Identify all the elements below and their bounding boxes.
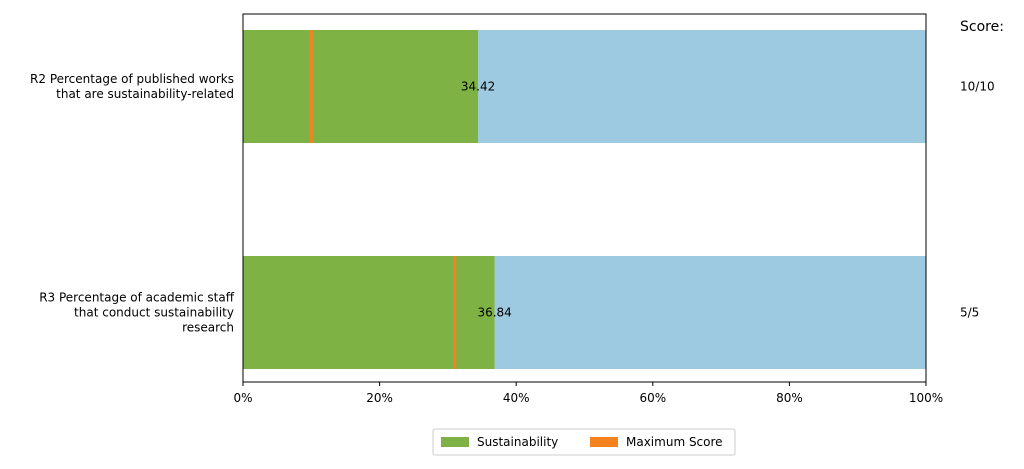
- bar-value-label: 36.84: [477, 306, 511, 320]
- score-value: 5/5: [960, 306, 979, 320]
- x-tick-label: 80%: [776, 391, 803, 405]
- category-label: that conduct sustainability: [74, 306, 234, 320]
- x-tick-label: 100%: [909, 391, 943, 405]
- category-label: R2 Percentage of published works: [30, 72, 234, 86]
- plot-frame: [242, 13, 927, 383]
- x-tick-label: 0%: [233, 391, 252, 405]
- legend-label: Sustainability: [477, 435, 558, 449]
- legend: Sustainability Maximum Score: [432, 428, 736, 456]
- bars-layer: [243, 30, 926, 369]
- legend-label: Maximum Score: [626, 435, 723, 449]
- sustainability-bar: [243, 256, 495, 369]
- x-tick-label: 20%: [366, 391, 393, 405]
- category-label: R3 Percentage of academic staff: [39, 291, 235, 305]
- x-tick-label: 40%: [503, 391, 530, 405]
- remainder-bar: [494, 256, 926, 369]
- axes-layer: [242, 13, 927, 386]
- category-label: research: [182, 321, 234, 335]
- legend-swatch: [441, 437, 469, 447]
- x-tick-label: 60%: [639, 391, 666, 405]
- score-value: 10/10: [960, 80, 995, 94]
- remainder-bar: [478, 30, 926, 143]
- sustainability-bar: [243, 30, 479, 143]
- category-label: that are sustainability-related: [56, 87, 234, 101]
- legend-swatch: [590, 437, 618, 447]
- bar-value-label: 34.42: [461, 80, 495, 94]
- score-header: Score:: [960, 19, 1004, 35]
- legend-frame: [432, 428, 736, 456]
